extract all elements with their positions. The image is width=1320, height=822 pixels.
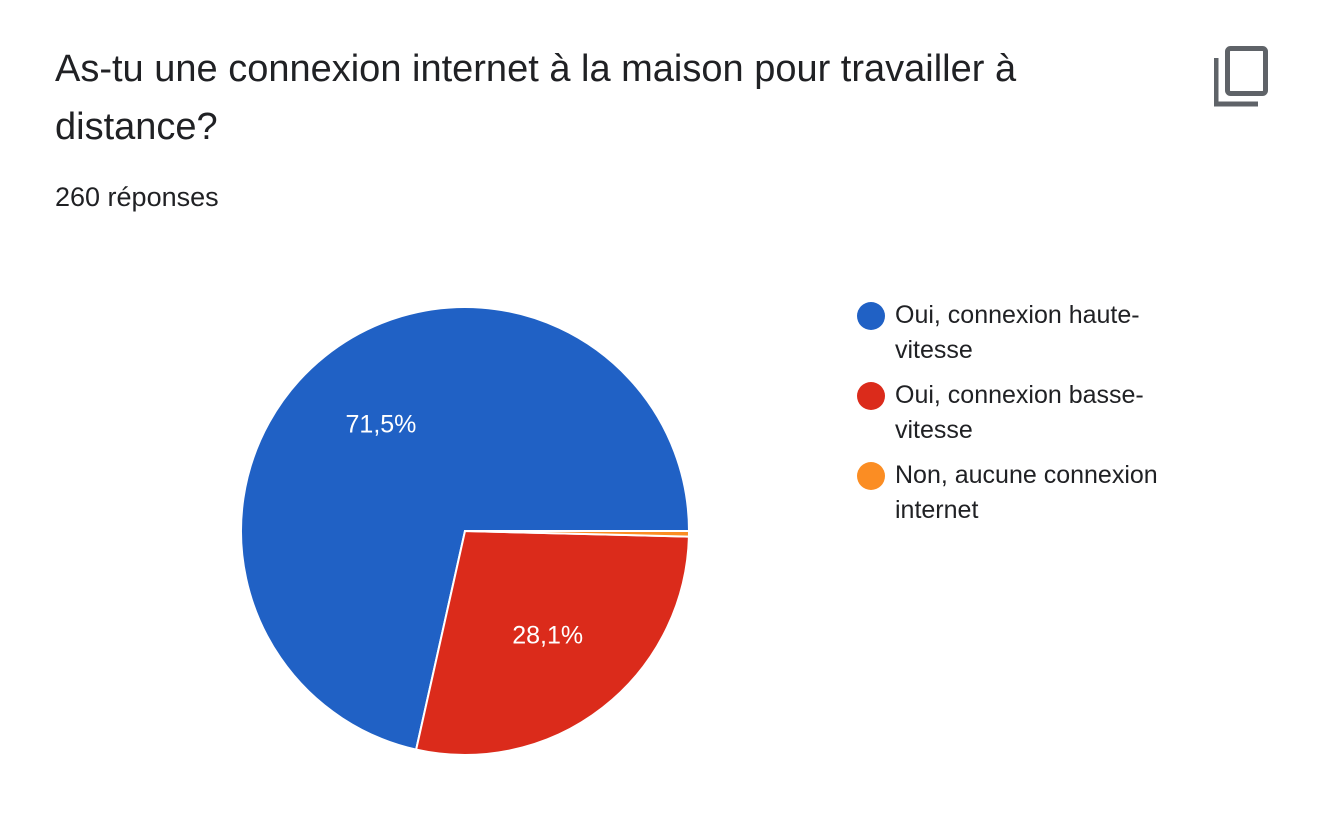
pie-chart: 71,5% 28,1%: [240, 306, 691, 756]
pie-slice-aucune-connexion[interactable]: [464, 530, 691, 538]
legend-item-aucune-connexion[interactable]: Non, aucune connexion internet: [857, 458, 1195, 528]
pie-slice-haute-vitesse[interactable]: [240, 306, 691, 751]
chart-legend: Oui, connexion haute- vitesse Oui, conne…: [857, 298, 1257, 538]
pie-slice-basse-vitesse[interactable]: [414, 529, 690, 756]
legend-swatch: [857, 382, 885, 410]
question-title: As-tu une connexion internet à la maison…: [55, 48, 1017, 148]
slice-value-label: 71,5%: [346, 411, 417, 439]
legend-label: Non, aucune connexion: [895, 461, 1158, 489]
legend-label-continued: internet: [895, 496, 979, 524]
legend-label: Oui, connexion haute-: [895, 301, 1140, 329]
copy-chart-button[interactable]: [1208, 44, 1274, 110]
response-count: 260 réponses: [55, 182, 219, 212]
legend-swatch: [857, 302, 885, 330]
copy-icon: [1214, 46, 1268, 107]
legend-item-basse-vitesse[interactable]: Oui, connexion basse- vitesse: [857, 378, 1195, 448]
legend-label-continued: vitesse: [895, 416, 973, 444]
legend-swatch: [857, 462, 885, 490]
legend-item-haute-vitesse[interactable]: Oui, connexion haute- vitesse: [857, 298, 1195, 368]
legend-label-continued: vitesse: [895, 336, 973, 364]
legend-label: Oui, connexion basse-: [895, 381, 1144, 409]
slice-value-label: 28,1%: [512, 622, 583, 650]
